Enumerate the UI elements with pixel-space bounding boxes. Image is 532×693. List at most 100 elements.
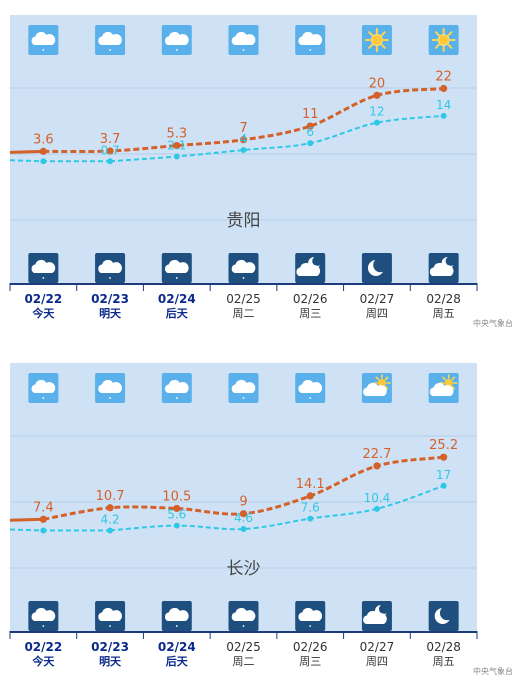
cloud-icon	[31, 607, 56, 627]
low-value-label: 7.6	[301, 501, 320, 515]
high-value-label: 22	[435, 70, 452, 85]
city-label: 长沙	[227, 559, 261, 579]
cloud-shape	[298, 31, 323, 45]
cloud-icon	[165, 31, 189, 51]
sun-disc	[437, 34, 450, 46]
night-icons	[28, 253, 459, 283]
high-point	[373, 462, 381, 470]
moon-cloud-icon	[429, 256, 456, 276]
date-tick-label: 02/24	[158, 640, 196, 654]
sun-ray	[451, 376, 456, 381]
sun-disc	[370, 34, 383, 46]
high-point	[173, 141, 181, 150]
weekday-tick-label: 周五	[433, 655, 455, 668]
cloud-shape	[298, 607, 323, 621]
sun-ray	[368, 43, 373, 49]
sun-icon	[431, 28, 456, 52]
night-icons	[28, 601, 459, 631]
weekday-tick-label: 周二	[233, 655, 255, 668]
weekday-tick-label: 周三	[299, 655, 321, 668]
cloud-shape	[429, 262, 454, 276]
cloud-dot	[175, 277, 178, 279]
low-value-label: 4	[240, 132, 248, 146]
high-point	[306, 122, 314, 130]
date-tick-label: 02/22	[24, 640, 62, 654]
forecast-panel-changsha: 长沙 7.4 10.7 10.5 9 14.1 22.7 25.2 4.2 5.6 4.6 7.6 10…	[0, 348, 532, 688]
low-value-label: 0.7	[101, 143, 120, 157]
weekday-tick-label: 周四	[366, 307, 388, 320]
day-icons	[28, 373, 459, 403]
low-value-label: 17	[436, 468, 451, 482]
high-point	[106, 504, 114, 512]
low-value-label: 4.6	[234, 511, 253, 525]
cloud-dot	[242, 49, 245, 51]
cloud-icon	[165, 607, 189, 627]
sun-ray	[380, 31, 386, 37]
date-tick-label: 02/26	[293, 292, 328, 306]
cloud-shape	[98, 607, 122, 621]
weekday-tick-label: 周五	[433, 307, 455, 320]
cloud-dot	[42, 397, 45, 399]
weekday-tick-label: 明天	[99, 655, 122, 668]
moon-icon	[434, 605, 455, 624]
cloud-shape	[231, 259, 256, 273]
high-value-label: 10.5	[162, 489, 191, 504]
high-value-label: 3.7	[100, 132, 121, 147]
low-point	[373, 119, 380, 126]
moon-shadow	[373, 257, 388, 273]
cloud-shape	[298, 379, 323, 393]
date-tick-label: 02/28	[426, 292, 461, 306]
weekday-tick-label: 周三	[299, 307, 321, 320]
cloud-dot	[109, 397, 111, 399]
moon-cloud-icon	[296, 256, 323, 276]
cloud-dot	[309, 625, 312, 627]
sun-ray	[447, 43, 453, 49]
sun-ray	[380, 43, 386, 49]
cloud-icon	[31, 259, 56, 279]
moon-cloud-icon	[363, 604, 389, 624]
sun-ray	[434, 31, 440, 37]
weekday-tick-label: 后天	[166, 654, 189, 668]
low-value-label: 10.4	[364, 491, 391, 505]
cloud-dot	[242, 277, 245, 279]
low-value-label: 6	[306, 125, 314, 139]
cloud-shape	[31, 607, 56, 621]
date-tick-label: 02/27	[360, 292, 395, 306]
high-point	[306, 492, 314, 500]
sun-ray	[434, 43, 440, 49]
cloud-icon	[298, 379, 323, 399]
high-point	[239, 136, 248, 144]
source-label: 中央气象台	[473, 666, 513, 676]
source-label: 中央气象台	[473, 318, 513, 328]
cloud-icon	[31, 31, 56, 51]
cloud-icon	[298, 31, 323, 51]
cloud-shape	[98, 31, 122, 45]
low-point	[440, 112, 447, 119]
moon-shadow	[378, 604, 389, 614]
weekday-tick-label: 周四	[366, 655, 388, 668]
forecast-chart-svg: 长沙 7.4 10.7 10.5 9 14.1 22.7 25.2 4.2 5.6 4.6 7.6 10…	[9, 363, 513, 676]
cloud-dot	[42, 277, 45, 279]
weekday-tick-label: 今天	[31, 306, 55, 320]
low-point	[40, 527, 47, 534]
cloud-icon	[231, 379, 256, 399]
date-tick-label: 02/23	[91, 640, 129, 654]
low-value-label: 2.1	[167, 138, 186, 152]
cloud-shape	[98, 379, 122, 393]
high-value-label: 5.3	[166, 127, 187, 142]
date-tick-label: 02/28	[426, 640, 461, 654]
cloud-icon	[231, 31, 256, 51]
cloud-shape	[165, 31, 189, 45]
sun-ray	[384, 376, 389, 381]
moon-icon	[367, 257, 388, 276]
high-line-lead	[9, 149, 44, 154]
cloud-dot	[42, 49, 45, 51]
cloud-dot	[175, 49, 178, 51]
moon-shadow	[439, 605, 455, 621]
cloud-icon	[98, 379, 122, 399]
moon-shadow	[312, 256, 323, 266]
low-point	[173, 522, 180, 529]
high-value-label: 10.7	[96, 489, 125, 504]
high-point	[39, 515, 47, 523]
cloud-icon	[165, 379, 189, 399]
